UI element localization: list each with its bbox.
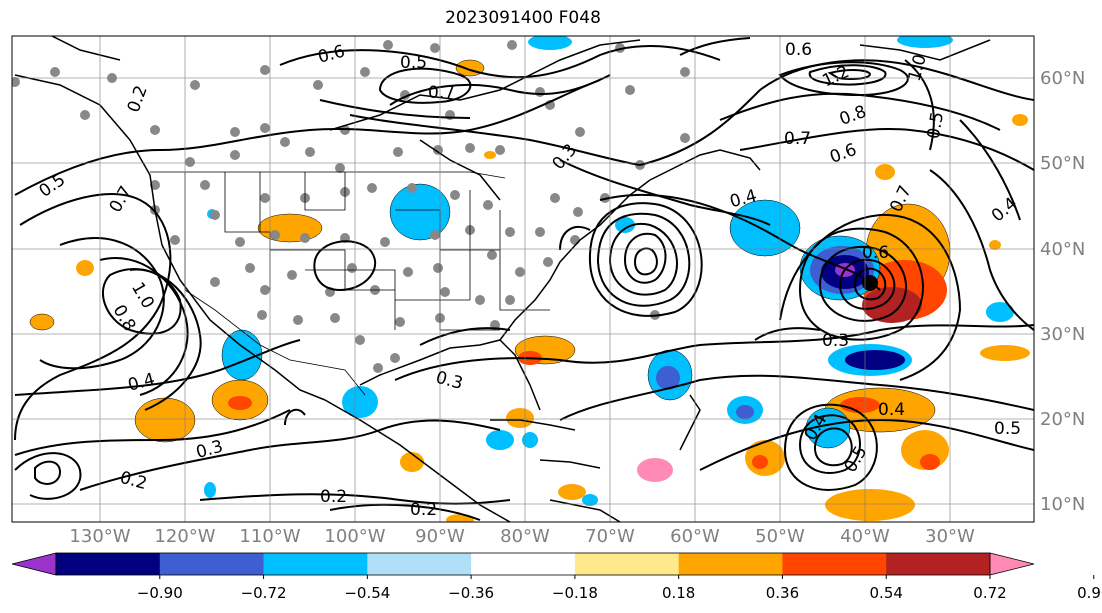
colorbar: −0.90 −0.72 −0.54 −0.36 −0.18 0.18 0.36 0.54 0.7… bbox=[11, 552, 1102, 602]
latitude-label: 40°N bbox=[1040, 239, 1085, 260]
contour-label: 0.5 bbox=[400, 53, 427, 73]
longitude-label: 50°W bbox=[755, 526, 805, 547]
contour-label: 0.7 bbox=[428, 83, 455, 103]
longitude-label: 120°W bbox=[154, 526, 215, 547]
colorbar-left-extension bbox=[11, 552, 57, 576]
longitude-label: 80°W bbox=[500, 526, 550, 547]
storm-center-marker bbox=[862, 275, 878, 291]
colorbar-segment bbox=[56, 553, 161, 575]
contour-label: 0.7 bbox=[784, 129, 811, 149]
longitude-label: 70°W bbox=[585, 526, 635, 547]
contour-label: 0.3 bbox=[822, 331, 849, 351]
colorbar-segment bbox=[678, 553, 783, 575]
contour-label: 0.6 bbox=[785, 40, 812, 60]
colorbar-segment bbox=[886, 553, 991, 575]
contour-label: 0.2 bbox=[410, 500, 437, 520]
colorbar-tick-label: −0.18 bbox=[552, 584, 598, 602]
map-title: 2023091400 F048 bbox=[445, 8, 601, 28]
colorbar-segment bbox=[367, 553, 472, 575]
longitude-label: 40°W bbox=[840, 526, 890, 547]
colorbar-tick-label: 0.72 bbox=[973, 584, 1006, 602]
colorbar-tick-label: 0.90 bbox=[1077, 584, 1102, 602]
latitude-label: 20°N bbox=[1040, 409, 1085, 430]
coastlines bbox=[14, 36, 991, 522]
longitude-label: 110°W bbox=[239, 526, 300, 547]
colorbar-tick-label: 0.36 bbox=[766, 584, 799, 602]
latitude-label: 50°N bbox=[1040, 153, 1085, 174]
colorbar-segment bbox=[263, 553, 368, 575]
colorbar-tick-label: −0.72 bbox=[241, 584, 287, 602]
colorbar-right-extension bbox=[989, 552, 1035, 576]
grid-lines bbox=[12, 36, 1034, 522]
colorbar-tick-label: 0.18 bbox=[662, 584, 695, 602]
longitude-axis: 130°W 120°W 110°W 100°W 90°W 80°W 70°W 6… bbox=[69, 526, 975, 547]
colorbar-segment bbox=[782, 553, 887, 575]
map-frame bbox=[11, 35, 1035, 523]
contour-label: 0.4 bbox=[878, 400, 905, 420]
colorbar-tick-label: −0.36 bbox=[448, 584, 494, 602]
contour-label: 0.6 bbox=[862, 243, 889, 263]
colorbar-tick-label: −0.54 bbox=[344, 584, 390, 602]
contour-label: 0.5 bbox=[994, 419, 1021, 439]
contour-label: 0.5 bbox=[924, 110, 948, 140]
contour-lines bbox=[14, 37, 1034, 521]
longitude-label: 60°W bbox=[670, 526, 720, 547]
longitude-label: 130°W bbox=[69, 526, 130, 547]
colorbar-segment bbox=[471, 553, 576, 575]
colorbar-tick-label: −0.90 bbox=[137, 584, 183, 602]
station-dots bbox=[12, 40, 690, 373]
latitude-label: 30°N bbox=[1040, 324, 1085, 345]
longitude-label: 90°W bbox=[415, 526, 465, 547]
latitude-label: 60°N bbox=[1040, 68, 1085, 89]
latitude-label: 10°N bbox=[1040, 494, 1085, 515]
shaded-anomaly-regions bbox=[29, 36, 1030, 522]
longitude-label: 100°W bbox=[324, 526, 385, 547]
colorbar-segment bbox=[574, 553, 680, 575]
contour-label: 0.2 bbox=[320, 487, 347, 507]
colorbar-tick-label: 0.54 bbox=[870, 584, 903, 602]
longitude-label: 30°W bbox=[925, 526, 975, 547]
colorbar-segment bbox=[159, 553, 265, 575]
latitude-axis: 60°N 50°N 40°N 30°N 20°N 10°N bbox=[1040, 68, 1085, 515]
